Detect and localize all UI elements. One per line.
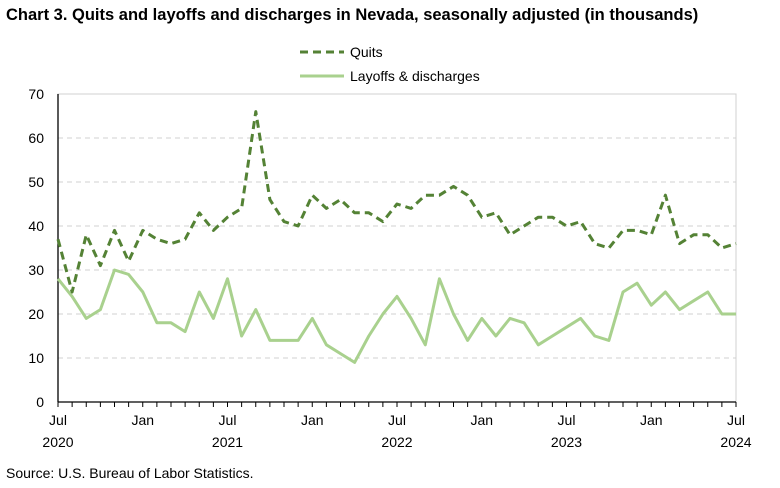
y-tick-label: 30 — [28, 262, 44, 278]
plot-area — [57, 93, 737, 403]
legend-label: Layoffs & discharges — [350, 68, 480, 84]
y-tick-label: 20 — [28, 306, 44, 322]
source-note: Source: U.S. Bureau of Labor Statistics. — [6, 465, 254, 481]
x-tick-label: Jan — [470, 412, 493, 428]
x-tick-label: Jan — [131, 412, 154, 428]
x-tick-label: Jul — [388, 412, 406, 428]
x-year-label: 2022 — [381, 434, 412, 450]
series-line-layoffs-discharges — [56, 268, 736, 364]
x-year-label: 2024 — [720, 434, 751, 450]
series-line-quits — [56, 110, 737, 294]
y-tick-label: 10 — [28, 350, 44, 366]
x-tick-label: Jul — [219, 412, 237, 428]
x-year-label: 2020 — [42, 434, 73, 450]
y-tick-label: 70 — [28, 86, 44, 102]
chart-title: Chart 3. Quits and layoffs and discharge… — [6, 6, 699, 24]
x-tick-label: Jul — [49, 412, 67, 428]
x-tick-label: Jan — [301, 412, 324, 428]
y-tick-label: 0 — [36, 394, 44, 410]
y-tick-label: 60 — [28, 130, 44, 146]
x-tick-label: Jan — [640, 412, 663, 428]
y-tick-label: 40 — [28, 218, 44, 234]
x-tick-label: Jul — [558, 412, 576, 428]
legend-label: Quits — [350, 44, 383, 60]
x-year-label: 2023 — [551, 434, 582, 450]
x-year-label: 2021 — [212, 434, 243, 450]
x-tick-label: Jul — [727, 412, 745, 428]
y-tick-label: 50 — [28, 174, 44, 190]
